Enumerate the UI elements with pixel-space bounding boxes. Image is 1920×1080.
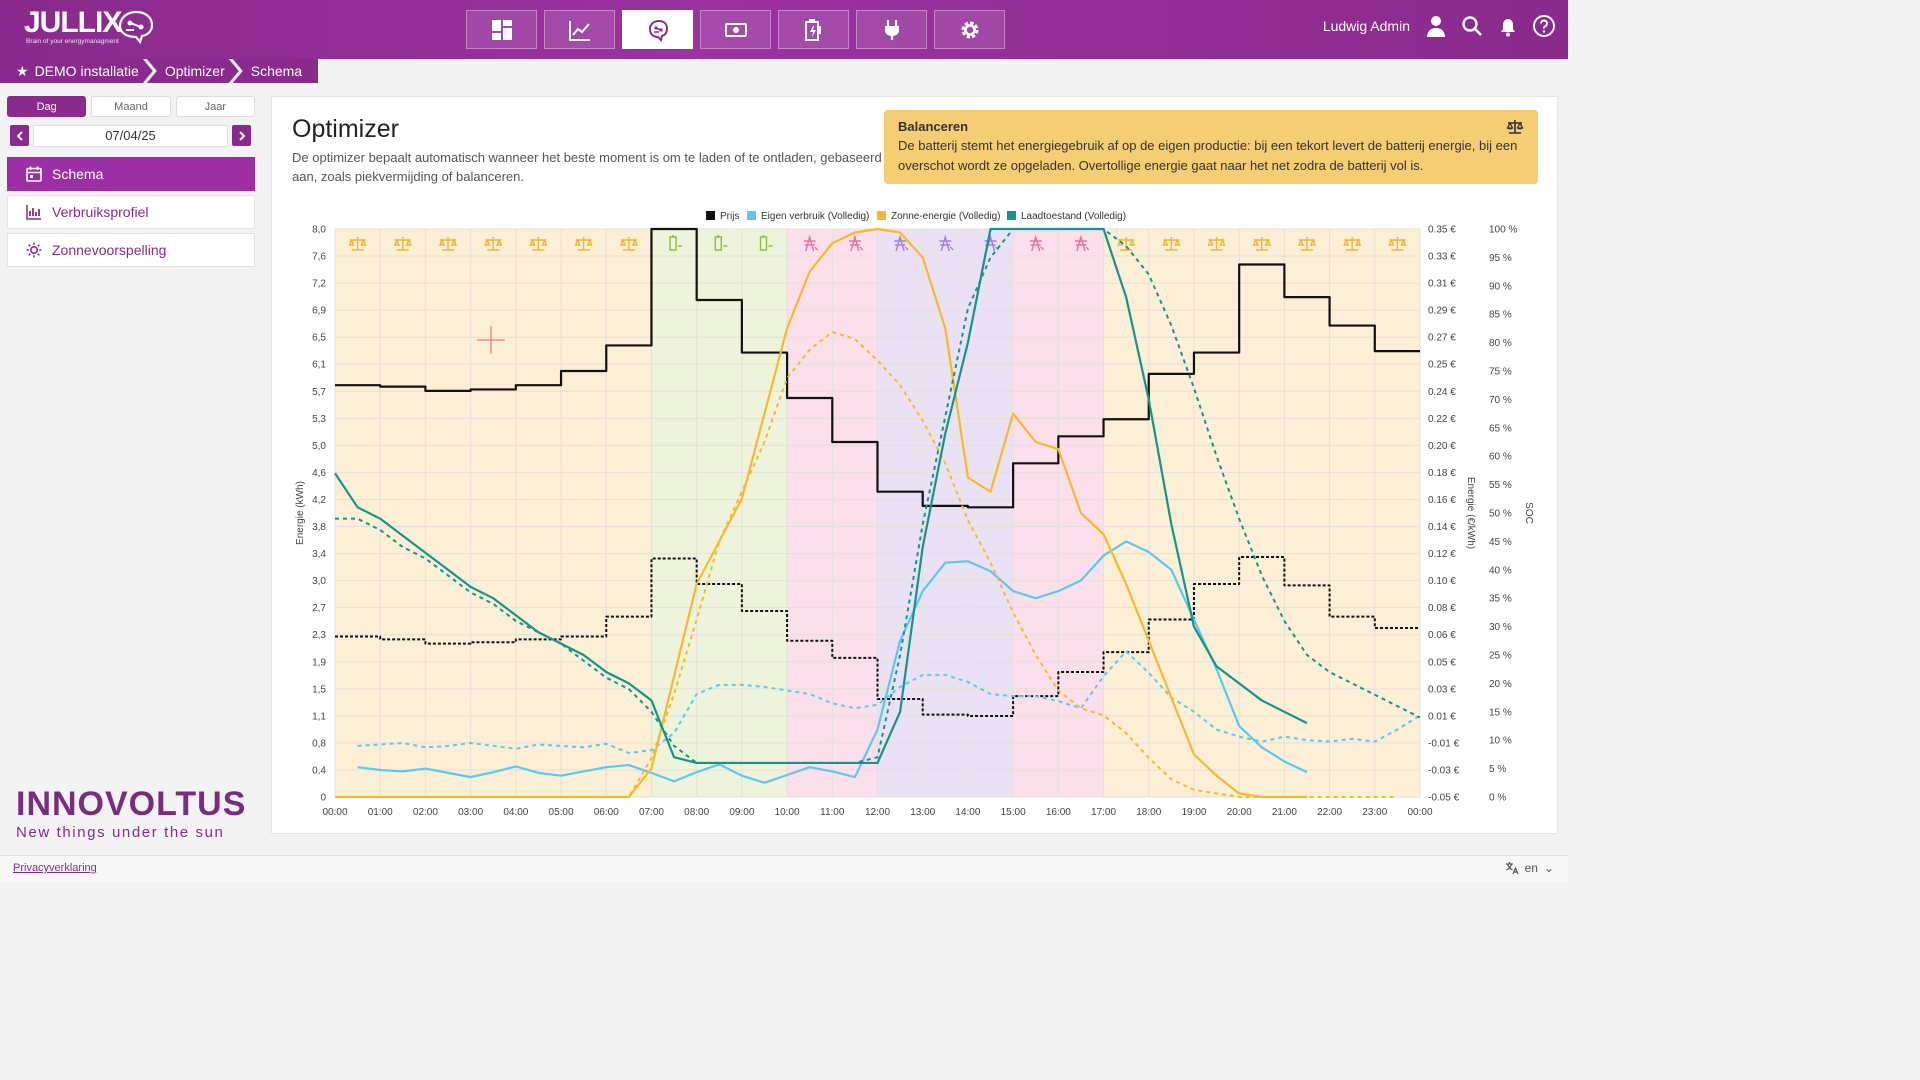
help-icon[interactable] [1532, 14, 1556, 38]
calendar-icon [26, 166, 42, 182]
sidebar-item-zonnevoorspelling[interactable]: Zonnevoorspelling [7, 233, 255, 267]
money-icon [724, 22, 747, 37]
breadcrumb-schema[interactable]: Schema [232, 59, 319, 83]
top-bar: JULLIX Brain of your energymanagment [0, 0, 1568, 59]
nav-optimizer-button[interactable] [622, 10, 693, 49]
sidebar-item-verbruiksprofiel[interactable]: Verbruiksprofiel [7, 195, 255, 229]
footer: Privacyverklaring en ⌄ [0, 855, 1568, 882]
logo-tagline: Brain of your energymanagment [26, 38, 119, 45]
balance-scale-icon [1506, 120, 1524, 134]
next-date-button[interactable] [232, 125, 251, 146]
logo-wordmark: JULLIX [24, 6, 122, 39]
description-line-1: De optimizer bepaalt automatisch wanneer… [292, 150, 882, 165]
jullix-logo[interactable]: JULLIX Brain of your energymanagment [24, 8, 164, 52]
optimizer-card: Optimizer De optimizer bepaalt automatis… [271, 96, 1558, 834]
chevron-left-icon [16, 130, 23, 141]
previous-date-button[interactable] [10, 125, 29, 146]
info-text: De batterij stemt het energiegebruik af … [898, 138, 1518, 173]
battery-charge-icon [804, 18, 821, 41]
nav-dashboard-button[interactable] [466, 10, 537, 49]
sidebar-item-verbruiksprofiel-label: Verbruiksprofiel [52, 204, 149, 220]
bar-chart-icon [26, 205, 41, 220]
chevron-right-icon [238, 130, 245, 141]
tab-day[interactable]: Dag [7, 96, 87, 117]
user-icon[interactable] [1424, 14, 1448, 38]
sidebar-item-schema-label: Schema [52, 166, 104, 182]
main-nav [466, 10, 1005, 49]
translate-icon [1505, 862, 1519, 875]
page-description: De optimizer bepaalt automatisch wanneer… [292, 148, 892, 186]
page-title: Optimizer [292, 115, 399, 143]
brand-name: INNOVOLTUS [16, 785, 247, 823]
info-title: Balanceren [898, 119, 969, 134]
breadcrumb-optimizer[interactable]: Optimizer [147, 59, 239, 83]
tab-year[interactable]: Jaar [175, 96, 255, 117]
chart-line-icon [568, 20, 590, 41]
nav-finance-button[interactable] [700, 10, 771, 49]
breadcrumb-installation-label: DEMO installatie [34, 63, 139, 79]
gear-icon [961, 21, 978, 38]
user-name[interactable]: Ludwig Admin [1322, 18, 1410, 34]
plug-icon [884, 19, 899, 40]
nav-charts-button[interactable] [544, 10, 615, 49]
logo-brain-icon [118, 10, 154, 45]
period-tabs: Dag Maand Jaar [7, 96, 255, 117]
chevron-down-icon: ⌄ [1543, 861, 1554, 875]
brain-icon [648, 19, 668, 42]
breadcrumb: ★ DEMO installatie Optimizer Schema [0, 59, 319, 83]
sidebar-item-schema[interactable]: Schema [7, 157, 255, 191]
nav-settings-button[interactable] [934, 10, 1005, 49]
innovoltus-logo: INNOVOLTUS New things under the sun [16, 786, 246, 841]
description-line-2: aan, zoals piekvermijding of balanceren. [292, 169, 524, 184]
star-icon: ★ [16, 63, 29, 79]
sun-icon [26, 242, 42, 258]
sidebar-item-zonnevoorspelling-label: Zonnevoorspelling [52, 242, 167, 258]
date-navigator: 07/04/25 [10, 125, 251, 147]
nav-battery-button[interactable] [778, 10, 849, 49]
tab-month[interactable]: Maand [91, 96, 171, 117]
dashboard-icon [491, 19, 512, 40]
date-field[interactable]: 07/04/25 [33, 125, 228, 147]
bell-icon[interactable] [1496, 14, 1520, 38]
language-label: en [1524, 861, 1538, 875]
language-selector[interactable]: en ⌄ [1505, 861, 1554, 875]
breadcrumb-installation[interactable]: ★ DEMO installatie [0, 59, 153, 83]
privacy-link[interactable]: Privacyverklaring [13, 862, 97, 874]
strategy-info-box: Balanceren De batterij stemt het energie… [884, 110, 1538, 184]
search-icon[interactable] [1460, 14, 1484, 38]
nav-devices-button[interactable] [856, 10, 927, 49]
brand-slogan: New things under the sun [16, 824, 225, 841]
user-area: Ludwig Admin [1323, 14, 1556, 38]
